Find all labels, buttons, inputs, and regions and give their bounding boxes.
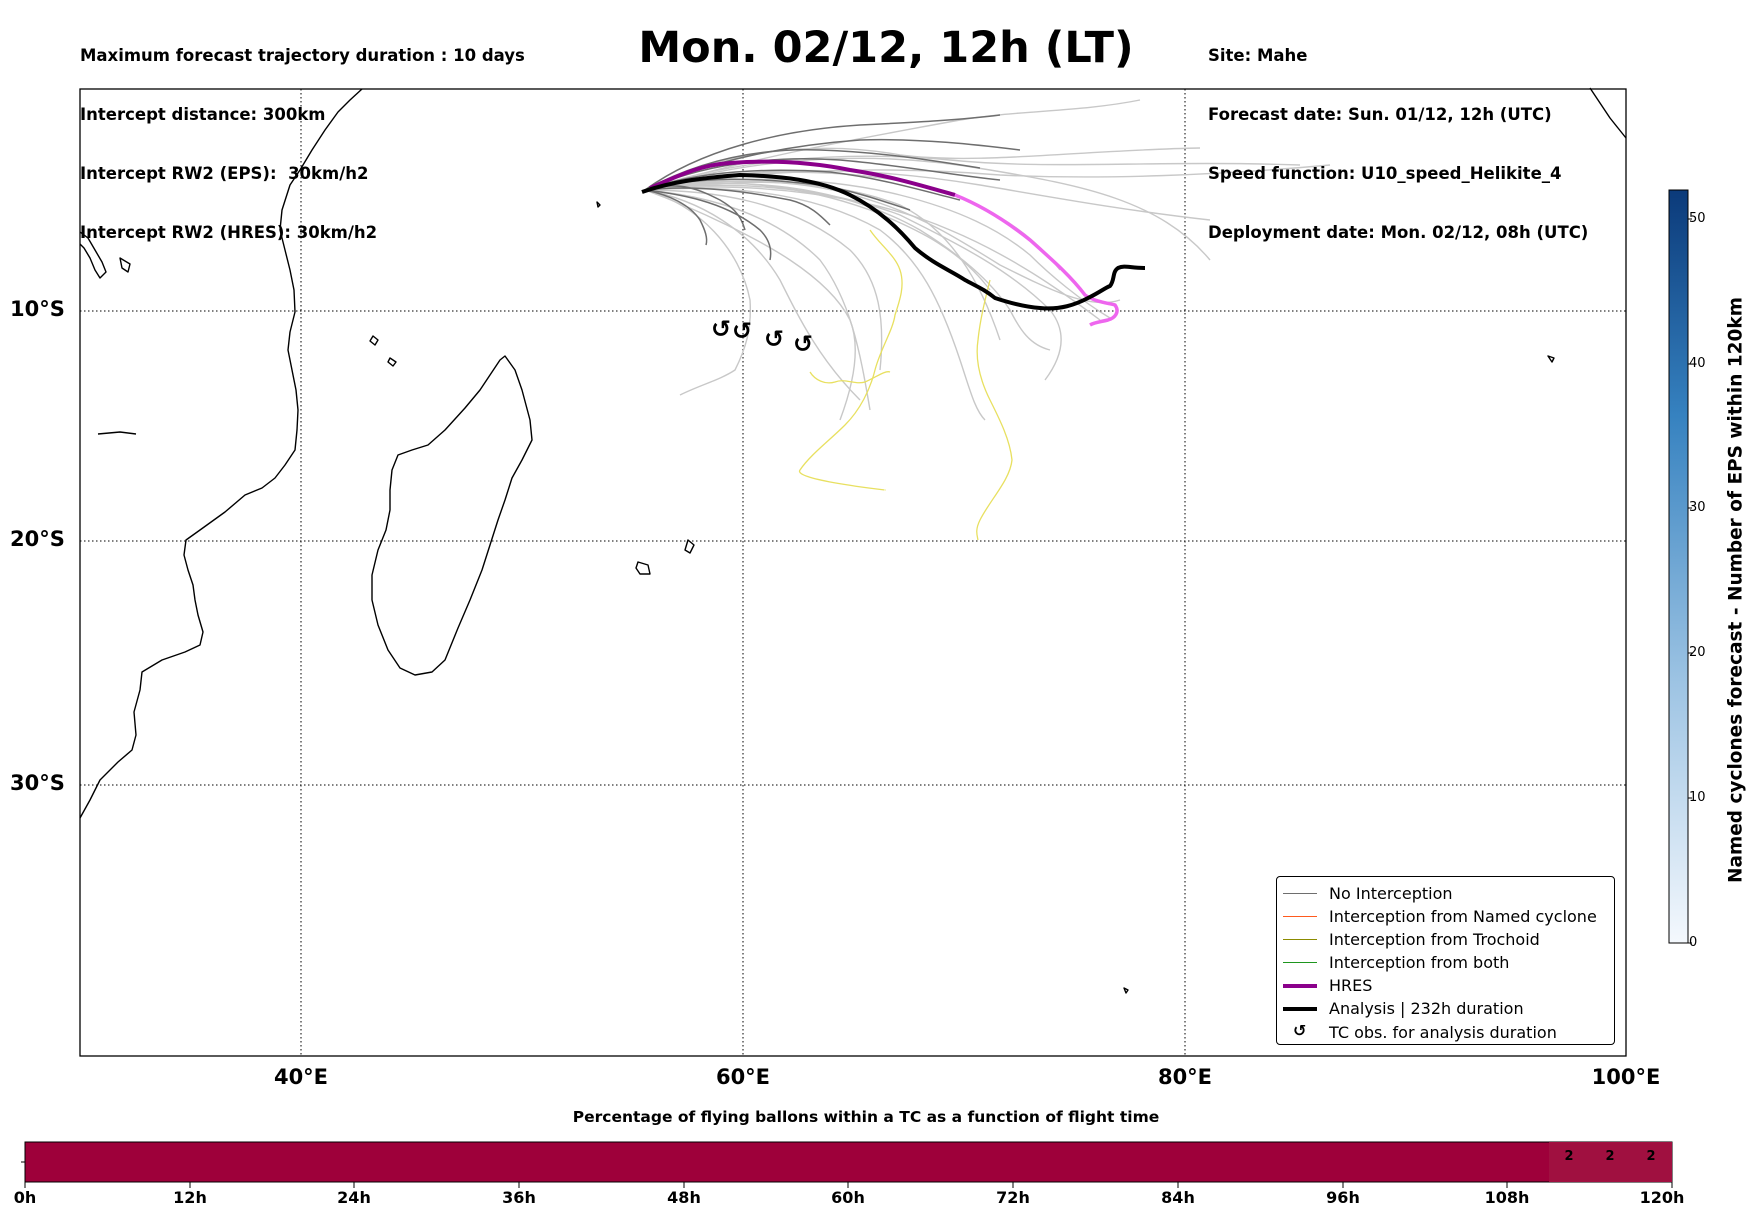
legend-item: ↺ TC obs. for analysis duration bbox=[1277, 1021, 1614, 1044]
seychelles-small bbox=[596, 201, 601, 208]
legend-swatch bbox=[1283, 1007, 1317, 1011]
mauritius bbox=[684, 539, 695, 554]
legend-swatch bbox=[1283, 984, 1317, 988]
reunion bbox=[635, 561, 651, 575]
legend-item: Analysis | 232h duration bbox=[1277, 998, 1614, 1020]
comoros-1 bbox=[369, 335, 379, 346]
tc-obs-markers: ↺ ↺ ↺ ↺ bbox=[711, 315, 813, 358]
timebar-highlight bbox=[1549, 1142, 1672, 1182]
header-left: Maximum forecast trajectory duration : 1… bbox=[80, 7, 525, 262]
timebar-ticks bbox=[21, 1161, 1673, 1188]
timebar-tick-label: 60h bbox=[831, 1188, 865, 1207]
colorbar-tick-label: 30 bbox=[1689, 500, 1706, 515]
colorbar-tick-label: 20 bbox=[1689, 645, 1706, 660]
colorbar bbox=[1668, 189, 1689, 944]
colorbar-label: Named cyclones forecast - Number of EPS … bbox=[1725, 296, 1747, 884]
timebar-fill bbox=[24, 1141, 1673, 1183]
timebar-tick-label: 84h bbox=[1161, 1188, 1195, 1207]
header-line: Intercept distance: 300km bbox=[80, 104, 326, 124]
yellow-tracks bbox=[799, 229, 1013, 541]
legend-item: Interception from Trochoid bbox=[1277, 929, 1614, 951]
legend-label: Interception from Trochoid bbox=[1329, 930, 1540, 949]
legend-label: Interception from both bbox=[1329, 953, 1510, 972]
lat-label: 30°S bbox=[10, 771, 65, 795]
header-line: Intercept RW2 (EPS): 30km/h2 bbox=[80, 163, 369, 183]
hres-track bbox=[649, 159, 956, 197]
legend-label: Analysis | 232h duration bbox=[1329, 999, 1524, 1018]
tc-obs-icon: ↺ bbox=[1293, 1021, 1307, 1040]
legend-item: Interception from Named cyclone bbox=[1277, 906, 1614, 928]
timebar-tick-label: 36h bbox=[502, 1188, 536, 1207]
lon-label: 80°E bbox=[1157, 1065, 1213, 1089]
legend-label: No Interception bbox=[1329, 884, 1453, 903]
timebar-tick-label: 48h bbox=[667, 1188, 701, 1207]
island-south-1 bbox=[1123, 987, 1129, 994]
header-line: Speed function: U10_speed_Helikite_4 bbox=[1208, 163, 1562, 183]
africa-coast bbox=[79, 88, 363, 819]
page-title: Mon. 02/12, 12h (LT) bbox=[638, 23, 1134, 73]
legend: No Interception Interception from Named … bbox=[1276, 876, 1615, 1045]
colorbar-tick-label: 0 bbox=[1689, 935, 1698, 950]
timebar-value: 2 bbox=[1646, 1149, 1656, 1164]
header-line: Maximum forecast trajectory duration : 1… bbox=[80, 46, 525, 66]
legend-item: HRES bbox=[1277, 975, 1614, 997]
header-line: Forecast date: Sun. 01/12, 12h (UTC) bbox=[1208, 104, 1552, 124]
tc-obs-icon: ↺ bbox=[732, 317, 752, 345]
header-line: Intercept RW2 (HRES): 30km/h2 bbox=[80, 222, 378, 242]
legend-item: No Interception bbox=[1277, 883, 1614, 905]
colorbar-ticks bbox=[1688, 218, 1692, 944]
tc-obs-icon: ↺ bbox=[793, 330, 813, 358]
africa-horn bbox=[79, 231, 107, 279]
timebar-tick-label: 0h bbox=[13, 1188, 37, 1207]
comoros-2 bbox=[387, 357, 397, 367]
lat-label: 10°S bbox=[10, 297, 65, 321]
legend-item: Interception from both bbox=[1277, 952, 1614, 974]
timebar-tick-label: 24h bbox=[337, 1188, 371, 1207]
analysis-track bbox=[641, 172, 1146, 311]
timebar-tick-label: 120h bbox=[1639, 1188, 1685, 1207]
island-east bbox=[1589, 87, 1627, 139]
lat-label: 20°S bbox=[10, 527, 65, 551]
hres-track-late bbox=[954, 193, 1119, 327]
tc-obs-icon: ↺ bbox=[711, 315, 731, 343]
legend-swatch bbox=[1283, 916, 1317, 917]
timebar-tick-label: 12h bbox=[173, 1188, 207, 1207]
ensemble-tracks-light bbox=[644, 99, 1331, 421]
gridlines bbox=[80, 89, 1626, 1056]
timebar-tick-label: 108h bbox=[1484, 1188, 1530, 1207]
lon-label: 60°E bbox=[715, 1065, 771, 1089]
mafia bbox=[97, 431, 137, 435]
header-right: Site: Mahe Forecast date: Sun. 01/12, 12… bbox=[1208, 7, 1588, 262]
header-line: Site: Mahe bbox=[1208, 46, 1308, 66]
timebar-title: Percentage of flying ballons within a TC… bbox=[572, 1108, 1160, 1126]
timebar-tick-label: 72h bbox=[996, 1188, 1030, 1207]
island-small-east bbox=[1547, 355, 1555, 363]
colorbar-tick-label: 50 bbox=[1689, 211, 1706, 226]
legend-swatch bbox=[1283, 962, 1317, 963]
tc-obs-icon: ↺ bbox=[764, 325, 784, 353]
madagascar-coast bbox=[371, 355, 533, 676]
lon-label: 40°E bbox=[273, 1065, 329, 1089]
legend-label: Interception from Named cyclone bbox=[1329, 907, 1597, 926]
timebar-tick-label: 96h bbox=[1326, 1188, 1360, 1207]
zanzibar bbox=[119, 257, 131, 273]
legend-label: HRES bbox=[1329, 976, 1373, 995]
legend-swatch bbox=[1283, 893, 1317, 894]
colorbar-tick-label: 40 bbox=[1689, 356, 1706, 371]
timebar-value: 2 bbox=[1564, 1149, 1574, 1164]
map-frame bbox=[79, 88, 1627, 1057]
colorbar-tick-label: 10 bbox=[1689, 790, 1706, 805]
header-line: Deployment date: Mon. 02/12, 08h (UTC) bbox=[1208, 222, 1589, 242]
legend-swatch bbox=[1283, 939, 1317, 940]
lon-label: 100°E bbox=[1591, 1065, 1661, 1089]
coastlines bbox=[79, 87, 1627, 994]
legend-label: TC obs. for analysis duration bbox=[1329, 1023, 1557, 1042]
timebar-value: 2 bbox=[1605, 1149, 1615, 1164]
